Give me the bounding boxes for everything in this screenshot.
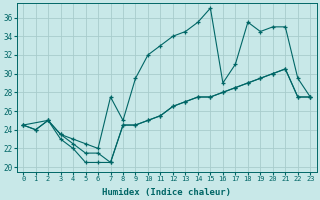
X-axis label: Humidex (Indice chaleur): Humidex (Indice chaleur) [102, 188, 231, 197]
